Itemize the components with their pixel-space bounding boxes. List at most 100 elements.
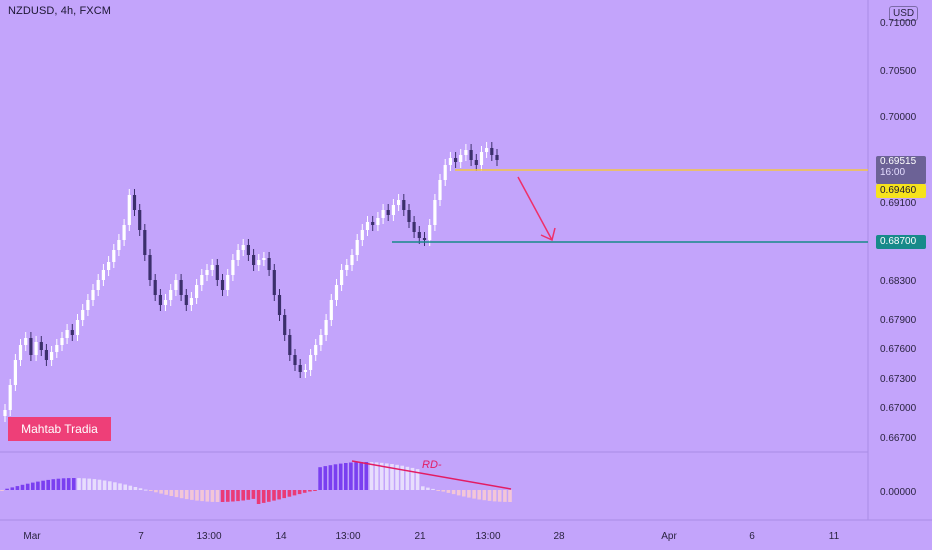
- candle-body: [428, 225, 432, 240]
- histogram-bar: [72, 478, 76, 490]
- histogram-bar: [390, 464, 394, 490]
- candle-body: [469, 150, 473, 160]
- down-arrow: [517, 176, 556, 242]
- candle-body: [65, 330, 69, 338]
- last-price-label: 0.69515 16:00: [876, 156, 926, 184]
- time-tick: 13:00: [475, 531, 501, 542]
- histogram-bar: [87, 478, 91, 490]
- histogram-bar: [51, 479, 56, 490]
- histogram-bar: [344, 463, 348, 490]
- histogram-bar: [487, 490, 492, 501]
- candle-body: [39, 342, 43, 350]
- histogram-bar: [128, 485, 133, 490]
- histogram-bar: [123, 484, 127, 490]
- histogram-bar: [5, 488, 9, 490]
- candle-body: [29, 338, 33, 355]
- histogram-bar: [92, 479, 97, 490]
- candle-body: [360, 230, 364, 240]
- histogram-bar: [323, 466, 328, 490]
- histogram-bar: [349, 462, 353, 490]
- symbol-title[interactable]: NZDUSD, 4h, FXCM: [8, 5, 112, 17]
- candle-body: [101, 270, 105, 280]
- price-tick: 0.67000: [880, 403, 917, 414]
- candle-body: [376, 218, 380, 225]
- histogram-bar: [56, 478, 61, 490]
- candle-body: [485, 148, 489, 152]
- histogram-bar: [97, 479, 102, 490]
- histogram-bar: [395, 464, 399, 490]
- histogram-bar: [302, 490, 307, 493]
- histogram-bar: [210, 490, 215, 502]
- candle-body: [143, 230, 147, 255]
- histogram-bar: [169, 490, 174, 496]
- histogram-bar: [149, 490, 153, 491]
- histogram-bar: [15, 486, 20, 490]
- histogram-bar: [292, 490, 297, 496]
- histogram-bar: [369, 462, 374, 490]
- histogram-bar: [354, 462, 358, 490]
- histogram-bar: [133, 487, 138, 490]
- candle-body: [391, 205, 395, 215]
- histogram-bar: [10, 487, 15, 490]
- candle-body: [8, 385, 12, 410]
- candle-body: [479, 152, 484, 165]
- histogram-bar: [297, 490, 302, 495]
- histogram-bar: [318, 467, 322, 490]
- histogram-bar: [220, 490, 225, 502]
- histogram-bar: [446, 490, 451, 493]
- time-tick: 7: [138, 531, 144, 542]
- candle-body: [34, 342, 38, 355]
- time-tick: Mar: [23, 531, 41, 542]
- histogram-bar: [379, 462, 384, 490]
- currency-button[interactable]: USD: [889, 6, 919, 21]
- time-tick: 13:00: [196, 531, 222, 542]
- candle-body: [153, 280, 157, 295]
- candle-body: [3, 410, 7, 416]
- candle-body: [86, 300, 90, 310]
- histogram-bar: [415, 469, 420, 490]
- histogram-bar: [385, 463, 389, 490]
- target-price-label: 0.68700: [876, 235, 926, 249]
- candle-body: [112, 250, 116, 262]
- histogram-bar: [503, 490, 507, 502]
- candle-body: [241, 245, 245, 250]
- histogram-bar: [108, 481, 112, 490]
- time-tick: Apr: [661, 531, 677, 542]
- histogram-bar: [451, 490, 456, 495]
- watermark-badge: Mahtab Tradia: [8, 417, 111, 441]
- histogram-bar: [426, 487, 430, 490]
- candle-body: [438, 180, 442, 200]
- time-tick: 28: [553, 531, 565, 542]
- candle-body: [402, 200, 406, 210]
- candle-body: [132, 195, 137, 210]
- candle-body: [459, 155, 463, 162]
- candle-body: [417, 232, 421, 238]
- histogram-bar: [374, 462, 379, 490]
- histogram-bar: [482, 490, 487, 501]
- histogram-bar: [492, 490, 497, 502]
- price-tick: 0.68300: [880, 276, 917, 287]
- histogram-bar: [246, 490, 251, 500]
- candle-body: [252, 255, 256, 265]
- candle-body: [277, 295, 282, 315]
- candle-body: [75, 320, 80, 335]
- histogram-bar: [236, 490, 240, 502]
- histogram-bar: [333, 464, 338, 490]
- candle-body: [257, 260, 261, 265]
- candle-body: [18, 345, 23, 360]
- candle-body: [288, 335, 292, 355]
- time-tick: 11: [828, 531, 840, 542]
- candle-body: [267, 258, 271, 270]
- candle-body: [148, 255, 152, 280]
- last-price-value: 0.69515: [880, 156, 917, 167]
- histogram-bar: [159, 490, 163, 494]
- histogram-bar: [77, 478, 81, 490]
- candle-body: [454, 158, 458, 162]
- candle-body: [371, 222, 375, 225]
- histogram-bar: [328, 465, 333, 490]
- candle-body: [107, 262, 111, 270]
- candle-body: [210, 265, 214, 270]
- histogram-bar: [215, 490, 220, 502]
- candle-body: [443, 165, 447, 180]
